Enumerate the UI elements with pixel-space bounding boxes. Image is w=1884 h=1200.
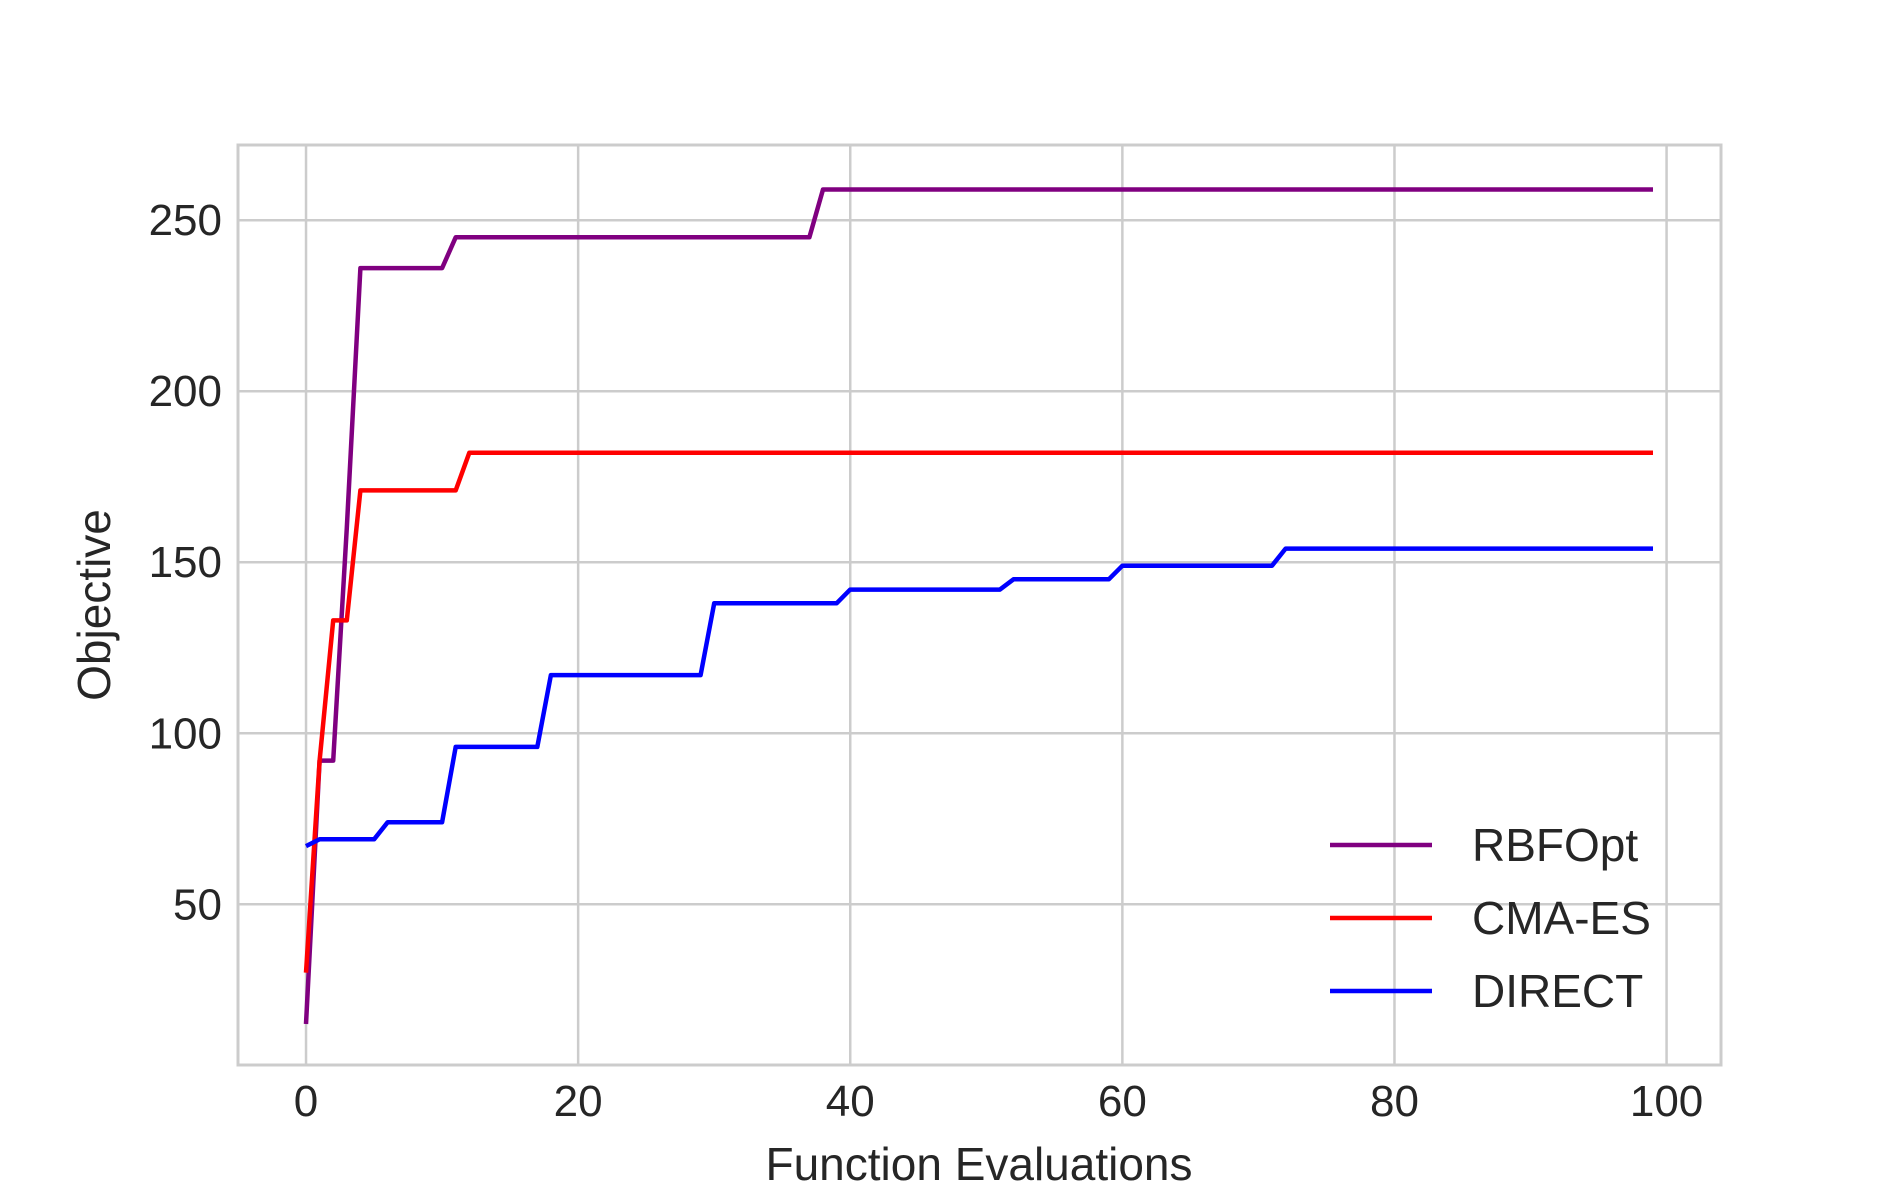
legend: RBFOpt CMA-ES DIRECT — [1330, 819, 1651, 1017]
y-tick-label: 50 — [173, 880, 222, 929]
legend-label-rbfopt: RBFOpt — [1472, 819, 1638, 871]
plot-frame — [236, 143, 1723, 1067]
x-tick-label: 0 — [294, 1077, 318, 1126]
x-tick-label: 40 — [826, 1077, 875, 1126]
x-axis-title: Function Evaluations — [765, 1138, 1192, 1190]
y-tick-labels: 50 100 150 200 250 — [149, 196, 222, 929]
y-tick-label: 100 — [149, 709, 222, 758]
x-tick-label: 20 — [554, 1077, 603, 1126]
series-line-rbfopt — [303, 187, 1653, 1025]
y-tick-label: 250 — [149, 196, 222, 245]
y-tick-label: 200 — [149, 367, 222, 416]
x-tick-label: 100 — [1630, 1077, 1703, 1126]
x-tick-labels: 0 20 40 60 80 100 — [294, 1077, 1704, 1126]
grid-layer — [238, 145, 1721, 1065]
x-tick-label: 60 — [1098, 1077, 1147, 1126]
series-layer — [303, 187, 1653, 1025]
series-line-cma-es — [303, 450, 1653, 973]
x-tick-label: 80 — [1370, 1077, 1419, 1126]
y-axis-title: Objective — [68, 509, 120, 701]
legend-label-cma-es: CMA-ES — [1472, 892, 1651, 944]
series-line-direct — [304, 546, 1653, 849]
legend-label-direct: DIRECT — [1472, 965, 1643, 1017]
y-tick-label: 150 — [149, 538, 222, 587]
